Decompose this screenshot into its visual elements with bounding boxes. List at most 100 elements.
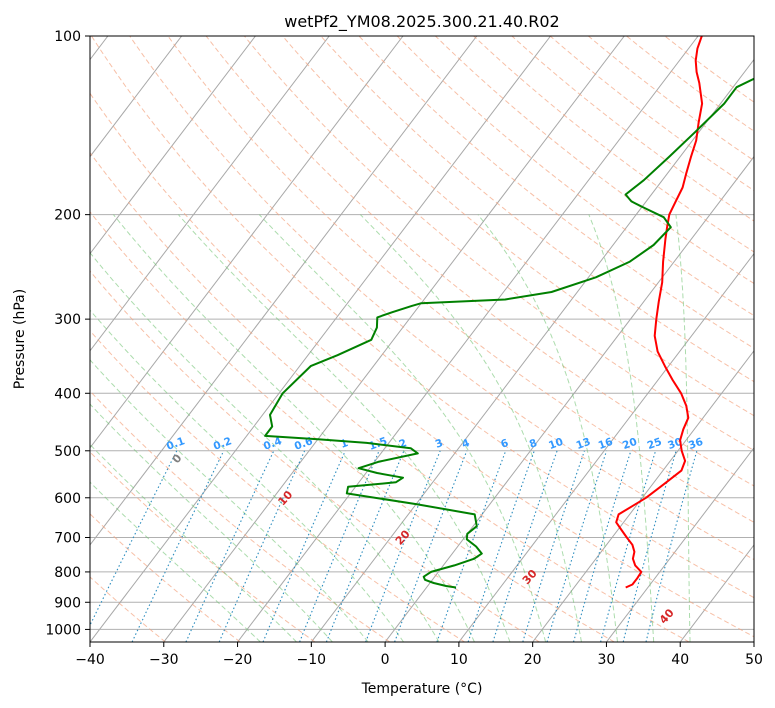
mixing-ratio-label: 10 bbox=[547, 436, 565, 452]
mixing-ratio-line bbox=[325, 450, 405, 642]
isotherm-line bbox=[532, 349, 754, 642]
profiles-layer bbox=[264, 36, 754, 589]
dry-adiabat-line bbox=[90, 151, 690, 642]
dry-adiabat-line bbox=[549, 36, 754, 192]
dewpoint-profile-line bbox=[264, 77, 754, 589]
x-tick-label: 50 bbox=[745, 652, 763, 668]
moist-adiabat-line bbox=[90, 443, 297, 642]
x-tick-label: 0 bbox=[381, 652, 390, 668]
mixing-ratio-label: 1 bbox=[339, 437, 350, 451]
dry-adiabat-line bbox=[167, 36, 754, 523]
dry-adiabat-line bbox=[664, 36, 754, 103]
mixing-ratio-label: 36 bbox=[687, 436, 705, 452]
mixing-ratio-line bbox=[262, 450, 346, 642]
isotherm-line bbox=[310, 58, 754, 642]
dry-adiabat-label: 0 bbox=[170, 451, 185, 466]
dry-adiabat-line bbox=[90, 92, 754, 638]
x-tick-label: 30 bbox=[598, 652, 616, 668]
dry-adiabat-line bbox=[587, 36, 754, 162]
plot-frame bbox=[89, 35, 755, 643]
dry-adiabat-label: -10 bbox=[66, 407, 89, 431]
dry-adiabat-label: 40 bbox=[657, 606, 677, 626]
axes-layer: −40 −30 −20 −10 0 10 20 30 40 5010009008007006005… bbox=[45, 29, 763, 668]
x-axis-label: Temperature (°C) bbox=[361, 681, 483, 697]
dry-adiabat-line bbox=[90, 451, 316, 642]
dry-adiabat-line bbox=[91, 36, 754, 599]
dry-adiabat-line bbox=[396, 36, 754, 317]
mixing-ratio-line bbox=[467, 450, 535, 642]
dry-adiabat-line bbox=[320, 36, 754, 383]
y-tick-label: 300 bbox=[54, 312, 81, 328]
mixing-ratio-line bbox=[394, 450, 468, 642]
isotherm-line bbox=[237, 36, 699, 642]
isotherm-line bbox=[90, 36, 330, 352]
moist-adiabat-line bbox=[113, 214, 475, 642]
y-tick-label: 900 bbox=[54, 595, 81, 611]
isotherm-line bbox=[163, 36, 625, 642]
moist-adiabat-line bbox=[178, 214, 511, 642]
x-tick-label: −40 bbox=[75, 652, 105, 668]
mixing-ratio-line bbox=[131, 450, 225, 642]
moist-adiabat-line bbox=[360, 214, 582, 642]
moist-adiabat-line bbox=[90, 359, 369, 642]
mixing-ratio-line bbox=[90, 450, 178, 627]
isotherm-line bbox=[384, 155, 754, 642]
mixing-ratio-label: 8 bbox=[528, 437, 539, 451]
temperature-profile-line bbox=[615, 36, 704, 589]
moist-adiabat-line bbox=[258, 214, 547, 642]
moist-adiabat-line bbox=[90, 403, 333, 642]
grid-layer bbox=[90, 36, 754, 642]
mixing-ratio-line bbox=[546, 450, 608, 642]
dry-adiabat-label: 30 bbox=[520, 567, 540, 587]
mixing-ratio-line bbox=[522, 450, 585, 642]
moist-adiabat-line bbox=[90, 309, 404, 642]
dry-adiabat-line bbox=[282, 36, 754, 417]
y-tick-label: 1000 bbox=[45, 622, 81, 638]
x-tick-label: 10 bbox=[450, 652, 468, 668]
background-lines-layer bbox=[90, 36, 754, 642]
mixing-ratio-line bbox=[365, 450, 441, 642]
dry-adiabat-line bbox=[90, 390, 391, 642]
dry-adiabat-line bbox=[205, 36, 754, 487]
mixing-ratio-label: 4 bbox=[460, 437, 471, 451]
dry-adiabat-line bbox=[358, 36, 754, 349]
isotherm-line bbox=[90, 36, 551, 642]
dry-adiabat-line bbox=[435, 36, 754, 285]
mixing-ratio-label: 0.4 bbox=[262, 435, 284, 453]
y-tick-label: 500 bbox=[54, 444, 81, 460]
y-tick-label: 200 bbox=[54, 208, 81, 224]
y-tick-label: 400 bbox=[54, 386, 81, 402]
mixing-ratio-label: 16 bbox=[597, 436, 615, 452]
dry-adiabat-line bbox=[244, 36, 754, 452]
y-tick-label: 100 bbox=[54, 29, 81, 45]
y-axis-label: Pressure (hPa) bbox=[12, 289, 28, 389]
mixing-ratio-line bbox=[218, 450, 306, 642]
isotherm-line bbox=[90, 36, 404, 449]
mixing-ratio-label: 20 bbox=[621, 436, 639, 452]
y-tick-label: 800 bbox=[54, 565, 81, 581]
mixing-ratio-label: 25 bbox=[646, 436, 664, 452]
x-tick-label: −10 bbox=[297, 652, 327, 668]
mixing-ratio-line bbox=[492, 450, 558, 642]
mixing-ratio-line bbox=[436, 450, 507, 642]
moist-adiabat-line bbox=[675, 214, 691, 642]
dry-adiabat-line bbox=[90, 513, 241, 642]
mixing-ratio-line bbox=[600, 450, 657, 642]
x-tick-label: 40 bbox=[671, 652, 689, 668]
mixing-ratio-line bbox=[572, 450, 632, 642]
isotherm-line bbox=[606, 447, 754, 642]
dry-adiabat-line bbox=[511, 36, 754, 222]
mixing-ratio-line bbox=[299, 450, 380, 642]
x-tick-label: −30 bbox=[149, 652, 179, 668]
isotherm-line bbox=[90, 36, 256, 255]
isotherm-line bbox=[90, 36, 183, 158]
dry-adiabat-line bbox=[473, 36, 754, 253]
mixing-ratio-line bbox=[622, 450, 677, 642]
chart-title: wetPf2_YM08.2025.300.21.40.R02 bbox=[284, 12, 559, 32]
dry-adiabat-line bbox=[90, 270, 540, 642]
moist-adiabat-line bbox=[477, 214, 618, 642]
mixing-ratio-label: 0.1 bbox=[165, 435, 187, 453]
isotherm-line bbox=[90, 36, 478, 546]
moist-adiabat-line bbox=[588, 214, 655, 642]
